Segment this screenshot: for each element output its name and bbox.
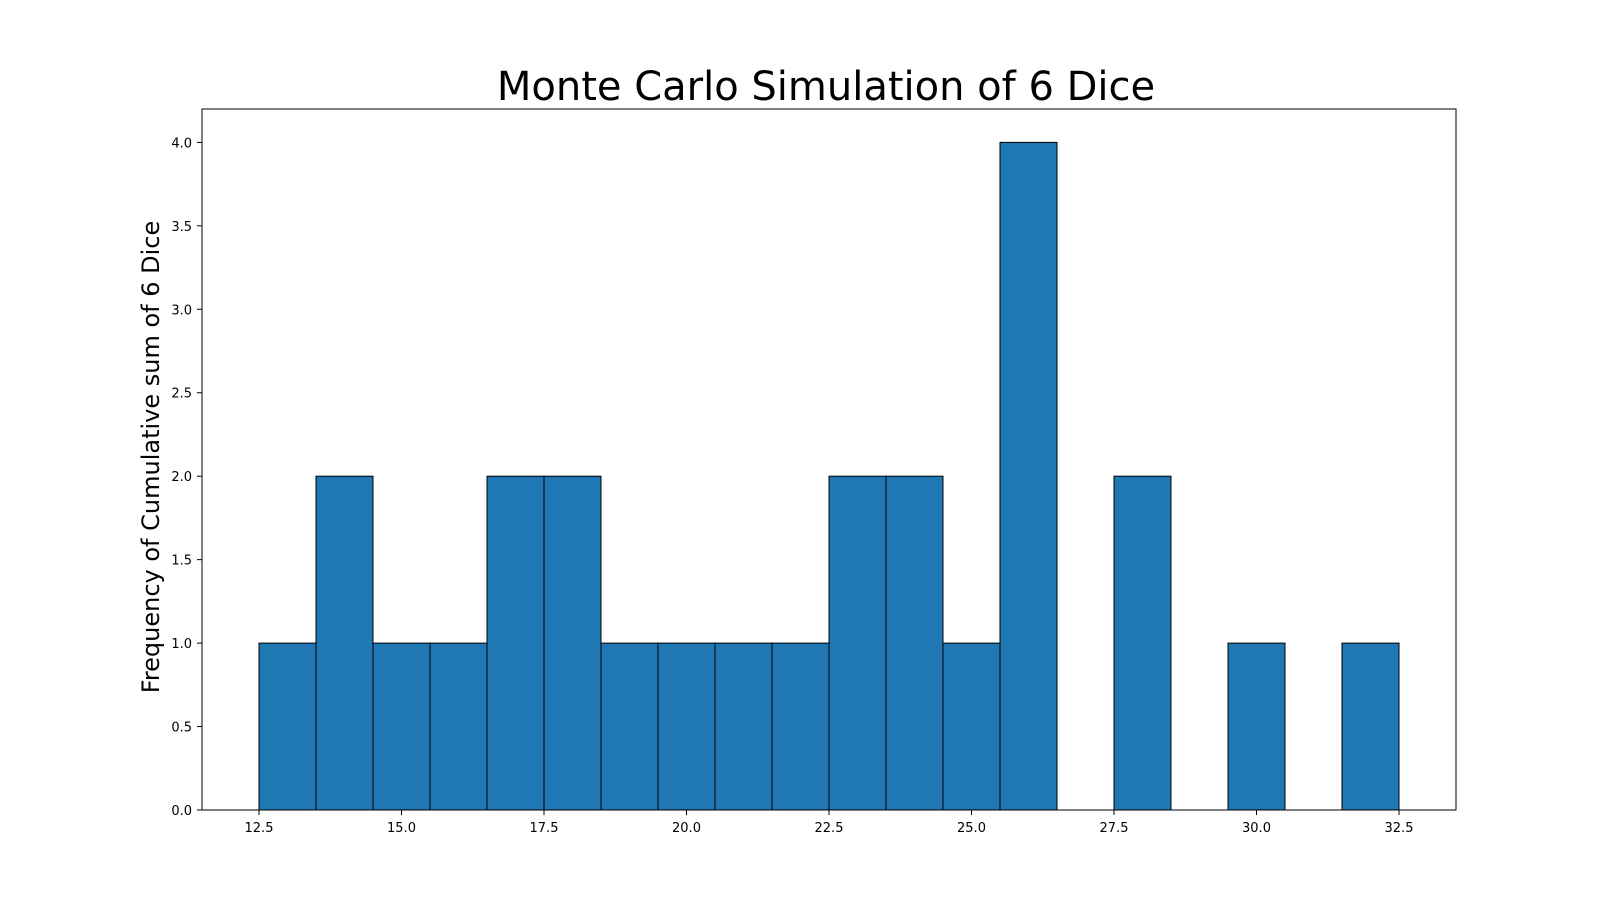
x-axis-ticks: 12.5 15.0 17.5 20.0 22.5 25.0 27.5 30.0 32.5: [245, 810, 1414, 836]
histogram-bar: [486, 475, 545, 811]
chart-title: Monte Carlo Simulation of 6 Dice: [497, 64, 1155, 110]
histogram-bar: [999, 141, 1058, 811]
x-tick-label: 32.5: [1385, 821, 1414, 836]
histogram-bar: [657, 642, 716, 811]
plot-area-frame: [201, 108, 1457, 811]
histogram-bar: [543, 475, 602, 811]
x-tick-label: 12.5: [245, 821, 274, 836]
y-tick-label: 0.5: [171, 721, 192, 736]
bars-group: [258, 141, 1400, 811]
y-tick-label: 4.0: [171, 136, 192, 151]
histogram-bar: [1227, 642, 1286, 811]
y-tick-label: 1.0: [171, 637, 192, 652]
x-tick-label: 27.5: [1100, 821, 1129, 836]
histogram-bar: [771, 642, 830, 811]
histogram-bar: [828, 475, 887, 811]
y-axis-label: Frequency of Cumulative sum of 6 Dice: [137, 221, 165, 693]
y-tick-label: 0.0: [171, 804, 192, 819]
y-tick-label: 2.0: [171, 470, 192, 485]
y-tick-label: 2.5: [171, 387, 192, 402]
histogram-bar: [315, 475, 374, 811]
x-tick-label: 22.5: [815, 821, 844, 836]
x-tick-label: 25.0: [957, 821, 986, 836]
y-tick-label: 3.0: [171, 303, 192, 318]
y-tick-label: 1.5: [171, 554, 192, 569]
histogram-bar: [885, 475, 944, 811]
histogram-bar: [600, 642, 659, 811]
x-tick-label: 30.0: [1242, 821, 1271, 836]
histogram-bar: [258, 642, 317, 811]
x-tick-label: 15.0: [387, 821, 416, 836]
histogram-bar: [1341, 642, 1400, 811]
x-tick-label: 20.0: [672, 821, 701, 836]
y-axis-ticks: 0.0 0.5 1.0 1.5 2.0 2.5 3.0 3.5 4.0: [171, 136, 202, 819]
histogram-bar: [429, 642, 488, 811]
y-tick-label: 3.5: [171, 220, 192, 235]
histogram-bar: [942, 642, 1001, 811]
x-tick-label: 17.5: [530, 821, 559, 836]
histogram-bar: [372, 642, 431, 811]
histogram-bar: [1113, 475, 1172, 811]
histogram-bar: [714, 642, 773, 811]
